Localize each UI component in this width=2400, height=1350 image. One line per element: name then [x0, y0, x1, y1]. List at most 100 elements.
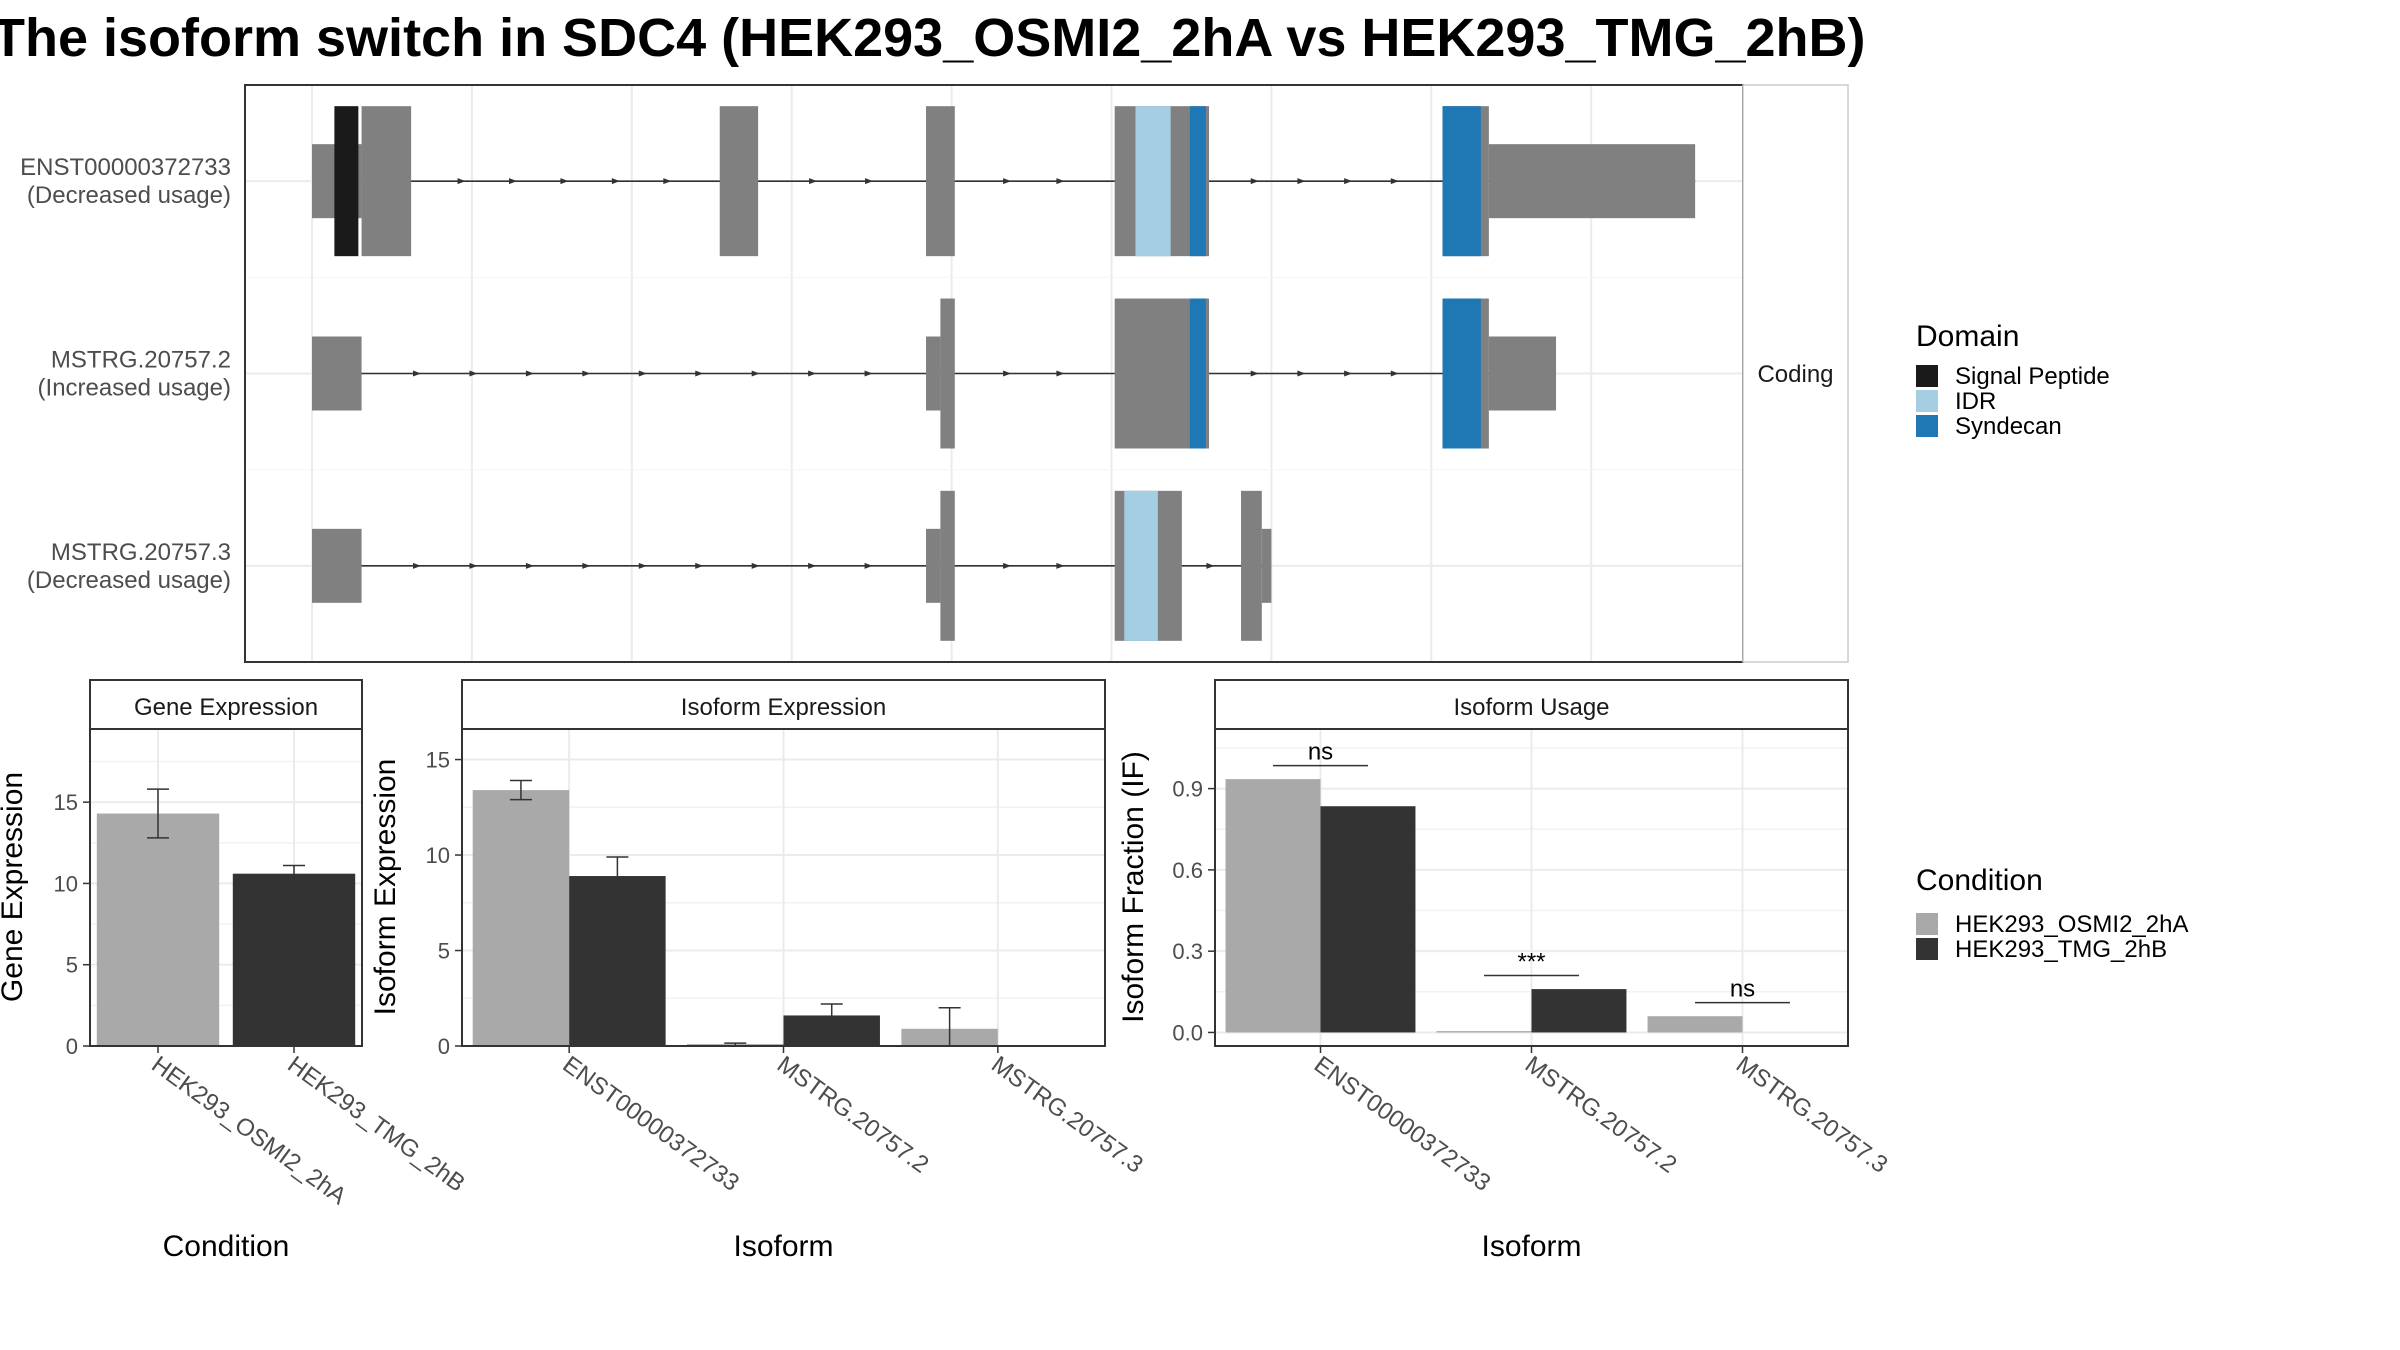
- isoform-track: [312, 298, 1557, 449]
- y-tick-label: 15: [426, 748, 450, 773]
- y-axis-label: Gene Expression: [0, 772, 29, 1002]
- domain-segment: [1442, 298, 1481, 449]
- isoform-name-label: MSTRG.20757.3: [51, 539, 231, 566]
- y-tick-label: 5: [438, 939, 450, 964]
- domain-segment: [334, 106, 359, 257]
- chart-title: Isoform Expression: [681, 694, 886, 721]
- intron-direction-arrow: [695, 562, 704, 569]
- domain-segment: [1189, 298, 1206, 449]
- isoform-status-label: (Increased usage): [38, 375, 231, 402]
- intron-direction-arrow: [413, 562, 422, 569]
- bar: [1320, 806, 1416, 1033]
- intron-direction-arrow: [1344, 370, 1353, 377]
- domain-segment: [1442, 106, 1481, 257]
- coding-exon: [361, 106, 412, 257]
- bar: [569, 876, 666, 1046]
- x-tick-label: MSTRG.20757.3: [986, 1051, 1148, 1179]
- strip-box: [461, 679, 1106, 730]
- isoform-name-label: MSTRG.20757.2: [51, 347, 231, 374]
- utr-exon: [1488, 144, 1696, 219]
- significance-label: ns: [1730, 976, 1755, 1003]
- intron-direction-arrow: [1003, 178, 1012, 185]
- intron-direction-arrow: [865, 178, 874, 185]
- bar: [1436, 1031, 1532, 1033]
- intron-direction-arrow: [751, 562, 760, 569]
- domain-legend-swatch: [1916, 415, 1938, 437]
- condition-legend-label: HEK293_OSMI2_2hA: [1955, 911, 2188, 938]
- isoform-track: [312, 106, 1696, 257]
- y-axis-label: Isoform Expression: [369, 759, 402, 1016]
- intron-direction-arrow: [1344, 178, 1353, 185]
- y-tick-label: 0: [66, 1034, 78, 1059]
- intron-direction-arrow: [1390, 178, 1399, 185]
- intron-direction-arrow: [695, 370, 704, 377]
- y-axis-label: Isoform Fraction (IF): [1117, 751, 1150, 1023]
- intron-direction-arrow: [751, 370, 760, 377]
- intron-direction-arrow: [809, 178, 818, 185]
- bar: [1531, 989, 1627, 1033]
- intron-direction-arrow: [864, 562, 873, 569]
- intron-direction-arrow: [808, 370, 817, 377]
- intron-direction-arrow: [457, 178, 466, 185]
- isoform-status-label: (Decreased usage): [27, 182, 231, 209]
- isoform-track: [312, 490, 1272, 641]
- y-tick-label: 5: [66, 953, 78, 978]
- y-tick-label: 10: [54, 871, 78, 896]
- intron-direction-arrow: [1390, 370, 1399, 377]
- intron-direction-arrow: [1206, 562, 1215, 569]
- utr-exon: [312, 528, 362, 603]
- x-tick-label: MSTRG.20757.2: [772, 1051, 934, 1179]
- utr-exon: [926, 336, 941, 411]
- intron-direction-arrow: [638, 370, 647, 377]
- chart-title: Gene Expression: [134, 694, 318, 721]
- isoform-status-label: (Decreased usage): [27, 567, 231, 594]
- strip-box: [1214, 679, 1849, 730]
- domain-segment: [1135, 106, 1171, 257]
- condition-legend-label: HEK293_TMG_2hB: [1955, 936, 2167, 963]
- condition-legend-title: Condition: [1916, 864, 2043, 897]
- isoform-name-label: ENST00000372733: [20, 154, 231, 181]
- intron-direction-arrow: [1297, 370, 1306, 377]
- x-axis-label: Condition: [163, 1230, 290, 1263]
- intron-direction-arrow: [1250, 370, 1259, 377]
- intron-direction-arrow: [864, 370, 873, 377]
- significance-label: ***: [1517, 949, 1545, 976]
- isoform-structure-panel: ENST00000372733(Decreased usage)MSTRG.20…: [20, 84, 1849, 663]
- intron-direction-arrow: [1297, 178, 1306, 185]
- intron-direction-arrow: [1056, 562, 1065, 569]
- intron-direction-arrow: [1003, 370, 1012, 377]
- bar: [472, 790, 570, 1046]
- y-tick-label: 0.3: [1172, 939, 1203, 964]
- y-tick-label: 0.9: [1172, 777, 1203, 802]
- y-tick-label: 0: [438, 1034, 450, 1059]
- chart-title: Isoform Usage: [1453, 694, 1609, 721]
- coding-exon: [940, 490, 955, 641]
- domain-legend-swatch: [1916, 365, 1938, 387]
- bar: [232, 873, 356, 1046]
- intron-direction-arrow: [582, 562, 591, 569]
- utr-exon: [1261, 528, 1272, 603]
- utr-exon: [1488, 336, 1557, 411]
- x-tick-label: ENST00000372733: [558, 1051, 744, 1197]
- intron-direction-arrow: [1056, 370, 1065, 377]
- utr-exon: [926, 528, 941, 603]
- coding-exon: [926, 106, 955, 257]
- x-axis-label: Isoform: [1481, 1230, 1581, 1263]
- utr-exon: [312, 336, 362, 411]
- domain-legend-title: Domain: [1916, 320, 2019, 353]
- x-tick-label: MSTRG.20757.3: [1731, 1051, 1893, 1179]
- intron-direction-arrow: [611, 178, 620, 185]
- isoform-usage-chart: 0.0 0.3 0.6 0.9 ns *** ns Isoform Usage ENST0000…: [1117, 679, 1893, 1263]
- intron-direction-arrow: [1003, 562, 1012, 569]
- intron-direction-arrow: [1056, 178, 1065, 185]
- x-tick-label: MSTRG.20757.2: [1520, 1051, 1682, 1179]
- y-tick-label: 0.6: [1172, 858, 1203, 883]
- intron-direction-arrow: [525, 562, 534, 569]
- condition-legend-swatch: [1916, 938, 1938, 960]
- condition-legend-swatch: [1916, 913, 1938, 935]
- x-tick-label: ENST00000372733: [1309, 1051, 1495, 1197]
